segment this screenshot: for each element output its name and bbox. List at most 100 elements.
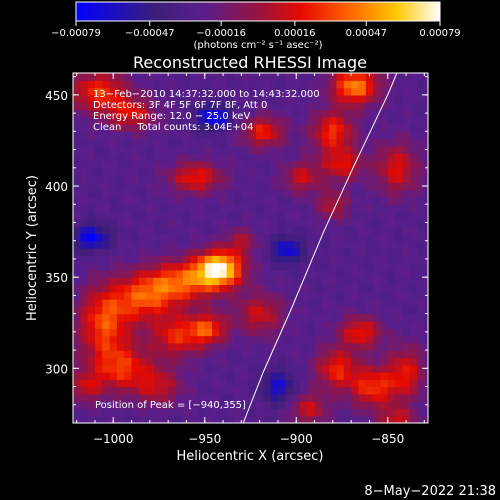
heatmap-cell bbox=[395, 357, 403, 366]
heatmap-cell bbox=[73, 386, 81, 395]
heatmap-cell bbox=[219, 211, 228, 220]
heatmap-cell bbox=[395, 109, 403, 118]
heatmap-cell bbox=[343, 306, 352, 315]
heatmap-cell bbox=[299, 320, 308, 329]
heatmap-cell bbox=[138, 109, 147, 118]
heatmap-cell bbox=[299, 277, 308, 286]
heatmap-cell bbox=[190, 240, 199, 249]
heatmap-cell bbox=[387, 131, 396, 140]
heatmap-cell bbox=[80, 240, 89, 249]
heatmap-cell bbox=[395, 277, 403, 286]
heatmap-cell bbox=[365, 291, 374, 300]
heatmap-cell bbox=[109, 167, 118, 176]
heatmap-cell bbox=[380, 124, 389, 132]
heatmap-cell bbox=[387, 145, 396, 154]
heatmap-cell bbox=[387, 291, 396, 300]
heatmap-cell bbox=[365, 124, 374, 132]
heatmap-cell bbox=[402, 379, 411, 388]
heatmap-cell bbox=[212, 408, 220, 417]
heatmap-cell bbox=[307, 175, 316, 183]
heatmap-cell bbox=[219, 371, 228, 380]
heatmap-cell bbox=[182, 248, 191, 256]
heatmap-cell bbox=[373, 94, 382, 103]
heatmap-cell bbox=[387, 350, 396, 358]
heatmap-cell bbox=[109, 350, 118, 358]
heatmap-cell bbox=[116, 226, 125, 235]
heatmap-cell bbox=[102, 379, 111, 388]
heatmap-cell bbox=[226, 393, 235, 402]
heatmap-cell bbox=[270, 299, 279, 307]
heatmap-cell bbox=[358, 226, 367, 235]
heatmap-cell bbox=[102, 357, 111, 366]
heatmap-cell bbox=[351, 109, 360, 118]
heatmap-cell bbox=[380, 335, 389, 344]
heatmap-cell bbox=[146, 145, 155, 154]
heatmap-cell bbox=[380, 233, 389, 242]
heatmap-cell bbox=[373, 415, 382, 423]
heatmap-cell bbox=[146, 182, 155, 191]
heatmap-cell bbox=[336, 131, 345, 140]
heatmap-cell bbox=[351, 116, 360, 125]
heatmap-cell bbox=[277, 175, 286, 183]
heatmap-cell bbox=[124, 415, 133, 423]
heatmap-cell bbox=[321, 262, 330, 271]
heatmap-cell bbox=[168, 393, 177, 402]
heatmap-cell bbox=[307, 204, 316, 213]
heatmap-cell bbox=[387, 255, 396, 264]
heatmap-cell bbox=[299, 393, 308, 402]
heatmap-cell bbox=[380, 415, 389, 423]
heatmap-cell bbox=[336, 269, 345, 278]
heatmap-cell bbox=[380, 386, 389, 395]
heatmap-cell bbox=[241, 204, 250, 213]
heatmap-cell bbox=[234, 160, 242, 169]
heatmap-cell bbox=[321, 226, 330, 235]
heatmap-cell bbox=[131, 408, 140, 417]
heatmap-cell bbox=[146, 248, 155, 256]
heatmap-cell bbox=[73, 248, 81, 256]
heatmap-cells bbox=[73, 73, 428, 423]
heatmap-cell bbox=[168, 145, 177, 154]
heatmap-cell bbox=[417, 131, 425, 140]
heatmap-cell bbox=[351, 131, 360, 140]
heatmap-cell bbox=[226, 313, 235, 322]
heatmap-cell bbox=[277, 408, 286, 417]
heatmap-cell bbox=[212, 284, 220, 293]
heatmap-cell bbox=[153, 386, 162, 395]
heatmap-cell bbox=[73, 175, 81, 183]
heatmap-cell bbox=[234, 109, 242, 118]
heatmap-cell bbox=[285, 386, 294, 395]
heatmap-cell bbox=[329, 116, 338, 125]
heatmap-cell bbox=[351, 80, 360, 89]
y-tick-label: 400 bbox=[45, 180, 68, 194]
heatmap-cell bbox=[417, 226, 425, 235]
heatmap-cell bbox=[182, 240, 191, 249]
heatmap-cell bbox=[87, 153, 96, 162]
heatmap-cell bbox=[226, 328, 235, 337]
heatmap-cell bbox=[380, 182, 389, 191]
heatmap-cell bbox=[395, 80, 403, 89]
heatmap-cell bbox=[285, 364, 294, 373]
heatmap-cell bbox=[314, 204, 323, 213]
heatmap-cell bbox=[373, 306, 382, 315]
heatmap-cell bbox=[168, 335, 177, 344]
heatmap-cell bbox=[160, 248, 169, 256]
heatmap-cell bbox=[116, 415, 125, 423]
heatmap-cell bbox=[255, 371, 264, 380]
heatmap-cell bbox=[182, 124, 191, 132]
heatmap-cell bbox=[168, 240, 177, 249]
heatmap-cell bbox=[204, 211, 213, 220]
heatmap-cell bbox=[365, 145, 374, 154]
heatmap-cell bbox=[409, 94, 418, 103]
heatmap-cell bbox=[175, 269, 184, 278]
heatmap-cell bbox=[307, 255, 316, 264]
heatmap-cell bbox=[402, 226, 411, 235]
heatmap-cell bbox=[343, 364, 352, 373]
heatmap-cell bbox=[402, 94, 411, 103]
heatmap-cell bbox=[314, 138, 323, 147]
heatmap-cell bbox=[314, 189, 323, 198]
heatmap-cell bbox=[343, 211, 352, 220]
heatmap-cell bbox=[365, 73, 374, 81]
heatmap-cell bbox=[182, 145, 191, 154]
heatmap-cell bbox=[255, 386, 264, 395]
heatmap-cell bbox=[241, 226, 250, 235]
